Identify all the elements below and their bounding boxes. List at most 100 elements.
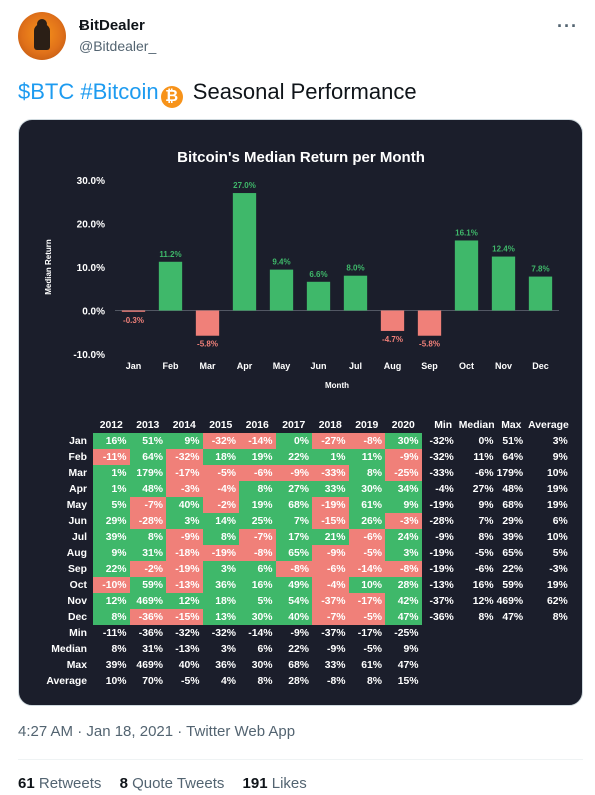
- column-gap: [422, 529, 430, 545]
- table-row: Oct -10% 59% -13% 36% 16% 49% -4% 10% 28% -13% 16% 5…: [43, 577, 571, 593]
- stat-cell: 9%: [478, 499, 494, 511]
- stat-header: Average: [528, 419, 569, 431]
- return-cell: 19%: [239, 497, 276, 513]
- return-cell: -8%: [385, 561, 422, 577]
- data-label: -4.7%: [382, 335, 403, 344]
- return-cell: 61%: [348, 497, 385, 513]
- column-gap: [422, 465, 430, 481]
- hashtag-btc[interactable]: $BTC: [18, 79, 75, 104]
- column-gap: [422, 433, 430, 449]
- month-label: Dec: [67, 611, 87, 623]
- more-options-icon[interactable]: ···: [557, 16, 578, 36]
- media-image[interactable]: Bitcoin's Median Return per Month -10.0% 0…: [18, 119, 583, 706]
- stat-cell: 8%: [552, 611, 568, 623]
- stat-cell: 8%: [478, 531, 494, 543]
- return-cell: 16%: [93, 433, 130, 449]
- stat-cell: 179%: [496, 467, 524, 479]
- year-header: 2017: [282, 419, 306, 431]
- return-cell: 30%: [348, 481, 385, 497]
- return-cell: 34%: [385, 481, 422, 497]
- return-cell: 40%: [275, 609, 312, 625]
- month-label: May: [66, 499, 87, 511]
- stat-cell: -6%: [475, 563, 494, 575]
- return-cell: -10%: [93, 577, 130, 593]
- return-cell: -6%: [348, 529, 385, 545]
- bar: [269, 269, 294, 311]
- return-cell: -17%: [348, 593, 385, 609]
- return-cell: -7%: [312, 609, 349, 625]
- return-cell: 36%: [202, 577, 239, 593]
- display-name[interactable]: ɃitDealer: [79, 17, 145, 34]
- stat-cell: 7%: [478, 515, 494, 527]
- summary-cell: 40%: [178, 659, 200, 671]
- return-cell: -9%: [275, 465, 312, 481]
- return-cell: 7%: [275, 513, 312, 529]
- column-gap: [422, 609, 430, 625]
- table-row: Mar 1% 179% -17% -5% -6% -9% -33% 8% -25% -33% -6% 1…: [43, 465, 571, 481]
- return-cell: 30%: [385, 433, 422, 449]
- retweets-count[interactable]: 61: [18, 775, 35, 792]
- return-cell: -14%: [239, 433, 276, 449]
- summary-row: Max 39% 469% 40% 36% 30% 68% 33% 61% 47%: [43, 657, 571, 673]
- return-cell: 8%: [129, 529, 166, 545]
- return-cell: 42%: [385, 593, 422, 609]
- summary-cell: 4%: [220, 675, 236, 687]
- return-cell: 64%: [129, 449, 166, 465]
- summary-cell: 68%: [288, 659, 309, 671]
- hashtag-bitcoin[interactable]: #Bitcoin: [80, 79, 159, 104]
- return-cell: -14%: [348, 561, 385, 577]
- summary-cell: -36%: [138, 627, 163, 639]
- bar: [528, 276, 553, 311]
- return-cell: 16%: [239, 577, 276, 593]
- quote-tweets-label[interactable]: Quote Tweets: [132, 775, 225, 792]
- table-row: Jun 29% -28% 3% 14% 25% 7% -15% 26% -3% -28% 7% 29% 6…: [43, 513, 571, 529]
- likes-count[interactable]: 191: [242, 775, 268, 792]
- column-gap: [422, 577, 430, 593]
- bar: [343, 275, 368, 311]
- stat-cell: 47%: [502, 611, 524, 623]
- return-cell: -5%: [348, 545, 385, 561]
- stat-header: Median: [458, 419, 495, 431]
- return-cell: -5%: [348, 609, 385, 625]
- return-cell: -2%: [202, 497, 239, 513]
- return-cell: -4%: [202, 481, 239, 497]
- quote-tweets-count[interactable]: 8: [119, 775, 128, 792]
- return-cell: -15%: [312, 513, 349, 529]
- month-label: Aug: [66, 547, 87, 559]
- return-cell: 33%: [312, 481, 349, 497]
- stat-cell: -19%: [429, 563, 454, 575]
- return-cell: 54%: [275, 593, 312, 609]
- return-cell: -37%: [312, 593, 349, 609]
- retweets-label[interactable]: Retweets: [38, 775, 102, 792]
- summary-cell: 6%: [257, 643, 273, 655]
- stat-header: Min: [434, 419, 453, 431]
- user-handle[interactable]: @Bitdealer_: [79, 38, 157, 54]
- summary-cell: 28%: [288, 675, 309, 687]
- stat-cell: 64%: [502, 451, 524, 463]
- bar: [232, 193, 257, 311]
- table-row: Sep 22% -2% -19% 3% 6% -8% -6% -14% -8% -19% -6% 22%…: [43, 561, 571, 577]
- y-axis-label: Median Return: [44, 239, 53, 295]
- summary-cell: -32%: [175, 627, 200, 639]
- stat-cell: -33%: [429, 467, 454, 479]
- table-header-row: 2012 2013 2014 2015 2016 2017 2018 2019 2020 Min M…: [43, 417, 571, 433]
- stat-cell: 3%: [552, 435, 568, 447]
- return-cell: 3%: [385, 545, 422, 561]
- avatar[interactable]: [18, 12, 66, 60]
- year-header: 2016: [245, 419, 269, 431]
- column-gap: [422, 497, 430, 513]
- summary-cell: 61%: [361, 659, 382, 671]
- stat-cell: -32%: [429, 451, 454, 463]
- summary-cell: -25%: [394, 627, 419, 639]
- stat-cell: 39%: [502, 531, 524, 543]
- likes-label[interactable]: Likes: [271, 775, 307, 792]
- x-tick-label: Feb: [162, 361, 179, 371]
- return-cell: 31%: [129, 545, 166, 561]
- summary-cell: -14%: [248, 627, 273, 639]
- return-cell: 5%: [93, 497, 130, 513]
- return-cell: 18%: [202, 593, 239, 609]
- summary-cell: -37%: [321, 627, 346, 639]
- return-cell: 8%: [93, 609, 130, 625]
- tweet-timestamp[interactable]: 4:27 AM · Jan 18, 2021 · Twitter Web App: [18, 723, 296, 740]
- stat-cell: 29%: [502, 515, 524, 527]
